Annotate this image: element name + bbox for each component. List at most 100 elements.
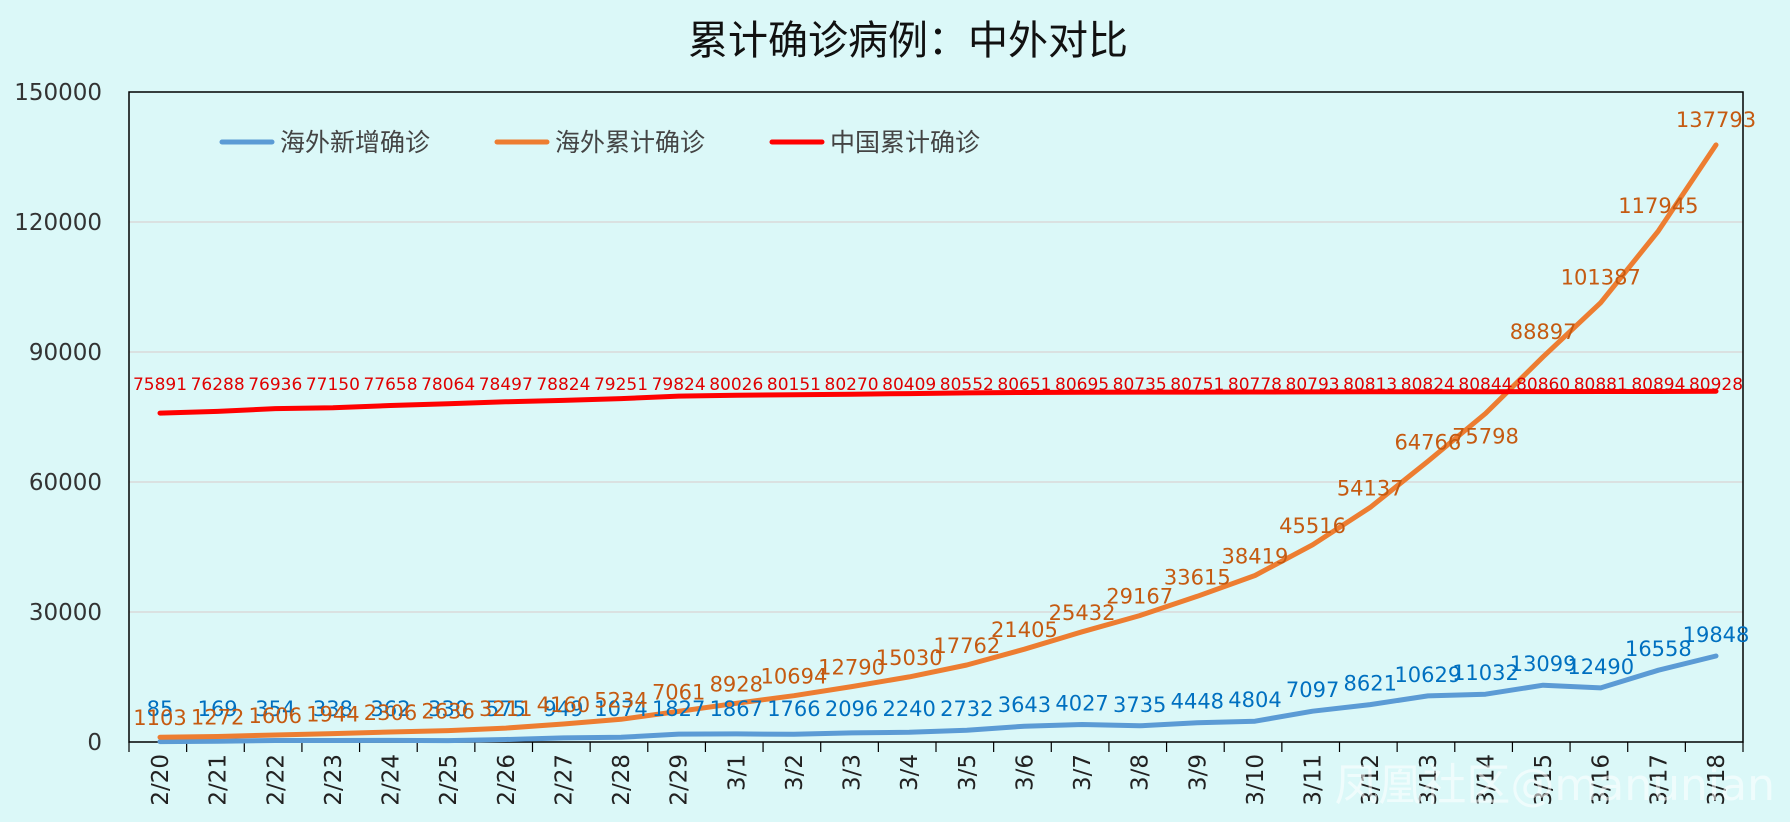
- data-label: 80751: [1170, 375, 1224, 395]
- data-label: 117945: [1618, 194, 1698, 218]
- data-label: 16558: [1625, 637, 1692, 661]
- x-tick-label: 3/8: [1128, 754, 1154, 791]
- data-label: 80928: [1689, 375, 1743, 395]
- x-tick-label: 3/7: [1070, 754, 1096, 791]
- x-tick-label: 3/3: [840, 754, 866, 791]
- data-label: 575: [486, 697, 526, 721]
- x-tick-label: 3/15: [1531, 754, 1557, 806]
- data-label: 7061: [652, 680, 705, 704]
- data-label: 2306: [364, 701, 417, 725]
- x-tick-label: 2/24: [379, 754, 405, 806]
- data-label: 45516: [1279, 514, 1346, 538]
- data-label: 3643: [998, 693, 1051, 717]
- chart-title: 累计确诊病例：中外对比: [688, 18, 1128, 64]
- x-tick-label: 2/27: [551, 754, 577, 806]
- x-tick-label: 3/13: [1416, 754, 1442, 806]
- legend-label: 海外新增确诊: [280, 128, 430, 157]
- x-tick-label: 3/5: [955, 754, 981, 791]
- data-label: 80026: [709, 375, 763, 395]
- y-tick-label: 120000: [14, 210, 102, 236]
- data-label: 338: [313, 697, 353, 721]
- x-tick-label: 3/6: [1012, 754, 1038, 791]
- data-label: 80813: [1343, 375, 1397, 395]
- data-label: 1074: [594, 697, 647, 721]
- data-label: 79251: [594, 375, 648, 395]
- data-label: 17762: [933, 634, 1000, 658]
- data-label: 4160: [537, 693, 590, 717]
- x-tick-label: 3/16: [1589, 754, 1615, 806]
- x-tick-label: 2/26: [494, 754, 520, 806]
- x-tick-label: 3/4: [897, 754, 923, 791]
- watermark-text: 凤凰社区@manunian: [1334, 760, 1775, 811]
- data-label: 1827: [652, 697, 705, 721]
- x-tick-label: 2/23: [321, 754, 347, 806]
- data-label: 19848: [1683, 623, 1750, 647]
- data-label: 79824: [652, 375, 706, 395]
- data-label: 137793: [1676, 108, 1756, 132]
- data-label: 80552: [940, 375, 994, 395]
- data-label: 2240: [882, 697, 935, 721]
- data-label: 5234: [594, 688, 647, 712]
- data-label: 3735: [1113, 693, 1166, 717]
- data-label: 80409: [882, 375, 936, 395]
- data-label: 4804: [1228, 688, 1281, 712]
- data-label: 78064: [421, 375, 475, 395]
- data-label: 7097: [1286, 678, 1339, 702]
- data-label: 330: [428, 697, 468, 721]
- data-label: 13099: [1510, 652, 1577, 676]
- data-label: 80270: [825, 375, 879, 395]
- data-label: 80824: [1401, 375, 1455, 395]
- x-tick-label: 2/28: [609, 754, 635, 806]
- data-label: 3211: [479, 697, 532, 721]
- data-label: 15030: [876, 646, 943, 670]
- x-tick-label: 2/25: [436, 754, 462, 806]
- data-label: 4448: [1171, 690, 1224, 714]
- data-label: 76936: [248, 375, 302, 395]
- x-tick-label: 2/29: [667, 754, 693, 806]
- y-tick-label: 0: [87, 730, 102, 756]
- data-label: 1944: [306, 703, 359, 727]
- data-label: 80793: [1286, 375, 1340, 395]
- data-label: 80844: [1458, 375, 1512, 395]
- data-label: 8621: [1343, 672, 1396, 696]
- data-label: 29167: [1106, 585, 1173, 609]
- data-label: 80651: [997, 375, 1051, 395]
- x-tick-label: 2/20: [148, 754, 174, 806]
- data-label: 54137: [1337, 476, 1404, 500]
- x-tick-label: 2/21: [206, 754, 232, 806]
- data-label: 80881: [1574, 375, 1628, 395]
- data-label: 80151: [767, 375, 821, 395]
- data-label: 1606: [249, 704, 302, 728]
- data-label: 12790: [818, 656, 885, 680]
- data-label: 1103: [133, 706, 186, 730]
- data-label: 21405: [991, 618, 1058, 642]
- data-label: 1272: [191, 705, 244, 729]
- x-tick-label: 3/1: [724, 754, 750, 791]
- data-label: 75891: [133, 375, 187, 395]
- x-tick-label: 3/12: [1358, 754, 1384, 806]
- series-line-2: [157, 142, 1719, 740]
- data-label: 78824: [536, 375, 590, 395]
- x-tick-label: 3/2: [782, 754, 808, 791]
- data-label: 80894: [1631, 375, 1685, 395]
- data-label: 1867: [710, 697, 763, 721]
- legend-label: 中国累计确诊: [830, 128, 980, 157]
- x-tick-label: 3/11: [1301, 754, 1327, 806]
- y-tick-label: 30000: [29, 600, 102, 626]
- data-label: 64766: [1394, 430, 1461, 454]
- series-lines: [157, 142, 1719, 745]
- data-label: 2636: [421, 700, 474, 724]
- gridlines: [129, 221, 1743, 613]
- data-label: 33615: [1164, 565, 1231, 589]
- data-label: 75798: [1452, 425, 1519, 449]
- data-label: 78497: [479, 375, 533, 395]
- x-tick-label: 3/18: [1704, 754, 1730, 806]
- data-label: 88897: [1510, 320, 1577, 344]
- data-label: 80735: [1113, 375, 1167, 395]
- data-label: 4027: [1055, 692, 1108, 716]
- data-label: 354: [255, 697, 295, 721]
- data-label: 8928: [710, 672, 763, 696]
- data-label: 101387: [1561, 266, 1641, 290]
- x-tick-label: 3/14: [1473, 754, 1499, 806]
